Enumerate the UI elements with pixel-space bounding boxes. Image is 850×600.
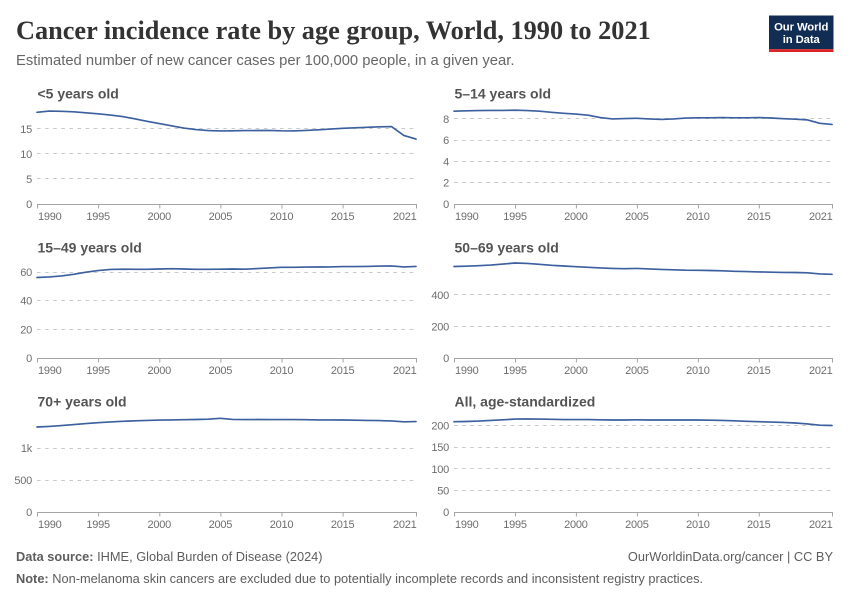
svg-text:60: 60	[20, 267, 32, 279]
svg-text:2000: 2000	[148, 519, 172, 531]
svg-text:Data source: IHME, Global Burd: Data source: IHME, Global Burden of Dise…	[16, 549, 323, 564]
svg-text:0: 0	[443, 353, 449, 365]
svg-text:1995: 1995	[503, 365, 527, 377]
svg-text:100: 100	[431, 464, 449, 476]
svg-text:1990: 1990	[38, 211, 62, 223]
svg-text:2000: 2000	[564, 365, 588, 377]
svg-text:500: 500	[14, 475, 32, 487]
svg-text:2010: 2010	[270, 365, 294, 377]
svg-text:0: 0	[443, 507, 449, 519]
svg-text:0: 0	[26, 507, 32, 519]
svg-text:1995: 1995	[503, 519, 527, 531]
svg-text:2005: 2005	[625, 519, 649, 531]
svg-text:2010: 2010	[270, 211, 294, 223]
svg-text:6: 6	[443, 135, 449, 147]
svg-text:1990: 1990	[455, 365, 479, 377]
svg-text:in Data: in Data	[783, 34, 821, 46]
svg-text:2021: 2021	[393, 211, 417, 223]
svg-text:2010: 2010	[686, 365, 710, 377]
svg-text:400: 400	[431, 290, 449, 302]
svg-text:2: 2	[443, 178, 449, 190]
svg-text:Cancer incidence rate by age g: Cancer incidence rate by age group, Worl…	[16, 16, 651, 45]
svg-text:All, age-standardized: All, age-standardized	[455, 394, 596, 410]
svg-text:200: 200	[431, 421, 449, 433]
svg-text:200: 200	[431, 321, 449, 333]
svg-text:2015: 2015	[747, 211, 771, 223]
svg-text:70+ years old: 70+ years old	[38, 394, 127, 410]
svg-text:2000: 2000	[564, 211, 588, 223]
svg-text:40: 40	[20, 296, 32, 308]
svg-text:1995: 1995	[503, 211, 527, 223]
svg-text:5: 5	[26, 174, 32, 186]
svg-text:4: 4	[443, 156, 449, 168]
svg-text:2005: 2005	[209, 211, 233, 223]
svg-text:50–69 years old: 50–69 years old	[455, 240, 559, 256]
svg-text:2021: 2021	[809, 365, 833, 377]
svg-text:1990: 1990	[455, 211, 479, 223]
svg-text:1k: 1k	[21, 443, 33, 455]
svg-text:2021: 2021	[809, 211, 833, 223]
svg-text:2015: 2015	[331, 365, 355, 377]
svg-text:0: 0	[26, 353, 32, 365]
svg-text:5–14 years old: 5–14 years old	[455, 86, 552, 102]
svg-text:20: 20	[20, 324, 32, 336]
svg-text:50: 50	[437, 485, 449, 497]
svg-text:2000: 2000	[564, 519, 588, 531]
svg-text:1990: 1990	[455, 519, 479, 531]
svg-text:OurWorldinData.org/cancer | CC: OurWorldinData.org/cancer | CC BY	[628, 549, 834, 564]
svg-text:0: 0	[443, 199, 449, 211]
svg-text:15: 15	[20, 124, 32, 136]
svg-text:Our World: Our World	[774, 22, 828, 34]
svg-text:150: 150	[431, 442, 449, 454]
svg-text:2015: 2015	[331, 211, 355, 223]
svg-text:<5 years old: <5 years old	[38, 86, 119, 102]
svg-text:2010: 2010	[686, 519, 710, 531]
svg-text:2010: 2010	[270, 519, 294, 531]
svg-text:2000: 2000	[148, 211, 172, 223]
svg-text:2005: 2005	[625, 365, 649, 377]
svg-text:2010: 2010	[686, 211, 710, 223]
svg-text:10: 10	[20, 149, 32, 161]
svg-text:0: 0	[26, 199, 32, 211]
svg-text:Note: Non-melanoma skin cancer: Note: Non-melanoma skin cancers are excl…	[16, 571, 703, 586]
svg-text:2021: 2021	[809, 519, 833, 531]
svg-text:2015: 2015	[747, 365, 771, 377]
svg-text:1995: 1995	[86, 211, 110, 223]
svg-text:2005: 2005	[209, 365, 233, 377]
svg-text:2021: 2021	[393, 365, 417, 377]
svg-text:1990: 1990	[38, 519, 62, 531]
svg-text:2021: 2021	[393, 519, 417, 531]
svg-text:Estimated number of new cancer: Estimated number of new cancer cases per…	[16, 53, 514, 69]
svg-text:2015: 2015	[331, 519, 355, 531]
svg-text:1995: 1995	[86, 365, 110, 377]
svg-text:2000: 2000	[148, 365, 172, 377]
svg-text:1995: 1995	[86, 519, 110, 531]
svg-text:1990: 1990	[38, 365, 62, 377]
svg-text:2015: 2015	[747, 519, 771, 531]
svg-text:15–49 years old: 15–49 years old	[38, 240, 142, 256]
svg-text:2005: 2005	[209, 519, 233, 531]
svg-text:2005: 2005	[625, 211, 649, 223]
svg-text:8: 8	[443, 114, 449, 126]
